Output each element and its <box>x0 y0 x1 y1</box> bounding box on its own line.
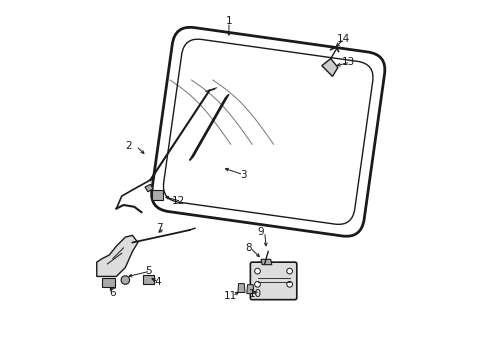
Polygon shape <box>145 184 153 192</box>
Text: 13: 13 <box>342 57 355 67</box>
Text: 11: 11 <box>224 291 237 301</box>
Text: 14: 14 <box>337 34 350 44</box>
Text: 12: 12 <box>172 197 186 206</box>
Text: 6: 6 <box>110 288 116 297</box>
Polygon shape <box>238 284 245 293</box>
Text: 9: 9 <box>258 227 265 237</box>
Text: 2: 2 <box>125 141 132 151</box>
Text: 3: 3 <box>240 170 246 180</box>
Polygon shape <box>143 275 154 284</box>
Text: 8: 8 <box>245 243 252 253</box>
Text: 10: 10 <box>249 289 262 299</box>
Polygon shape <box>102 278 115 287</box>
Circle shape <box>287 282 293 287</box>
FancyBboxPatch shape <box>250 262 297 300</box>
Text: 4: 4 <box>154 277 161 287</box>
Polygon shape <box>247 285 254 294</box>
Polygon shape <box>322 59 338 76</box>
Circle shape <box>255 282 260 287</box>
Text: 5: 5 <box>145 266 152 276</box>
Text: 7: 7 <box>156 223 163 233</box>
Circle shape <box>121 276 130 284</box>
Polygon shape <box>97 235 138 276</box>
Text: 1: 1 <box>225 16 232 26</box>
Circle shape <box>255 268 260 274</box>
Polygon shape <box>190 94 229 160</box>
Polygon shape <box>261 259 272 265</box>
Polygon shape <box>152 190 163 200</box>
Circle shape <box>287 268 293 274</box>
